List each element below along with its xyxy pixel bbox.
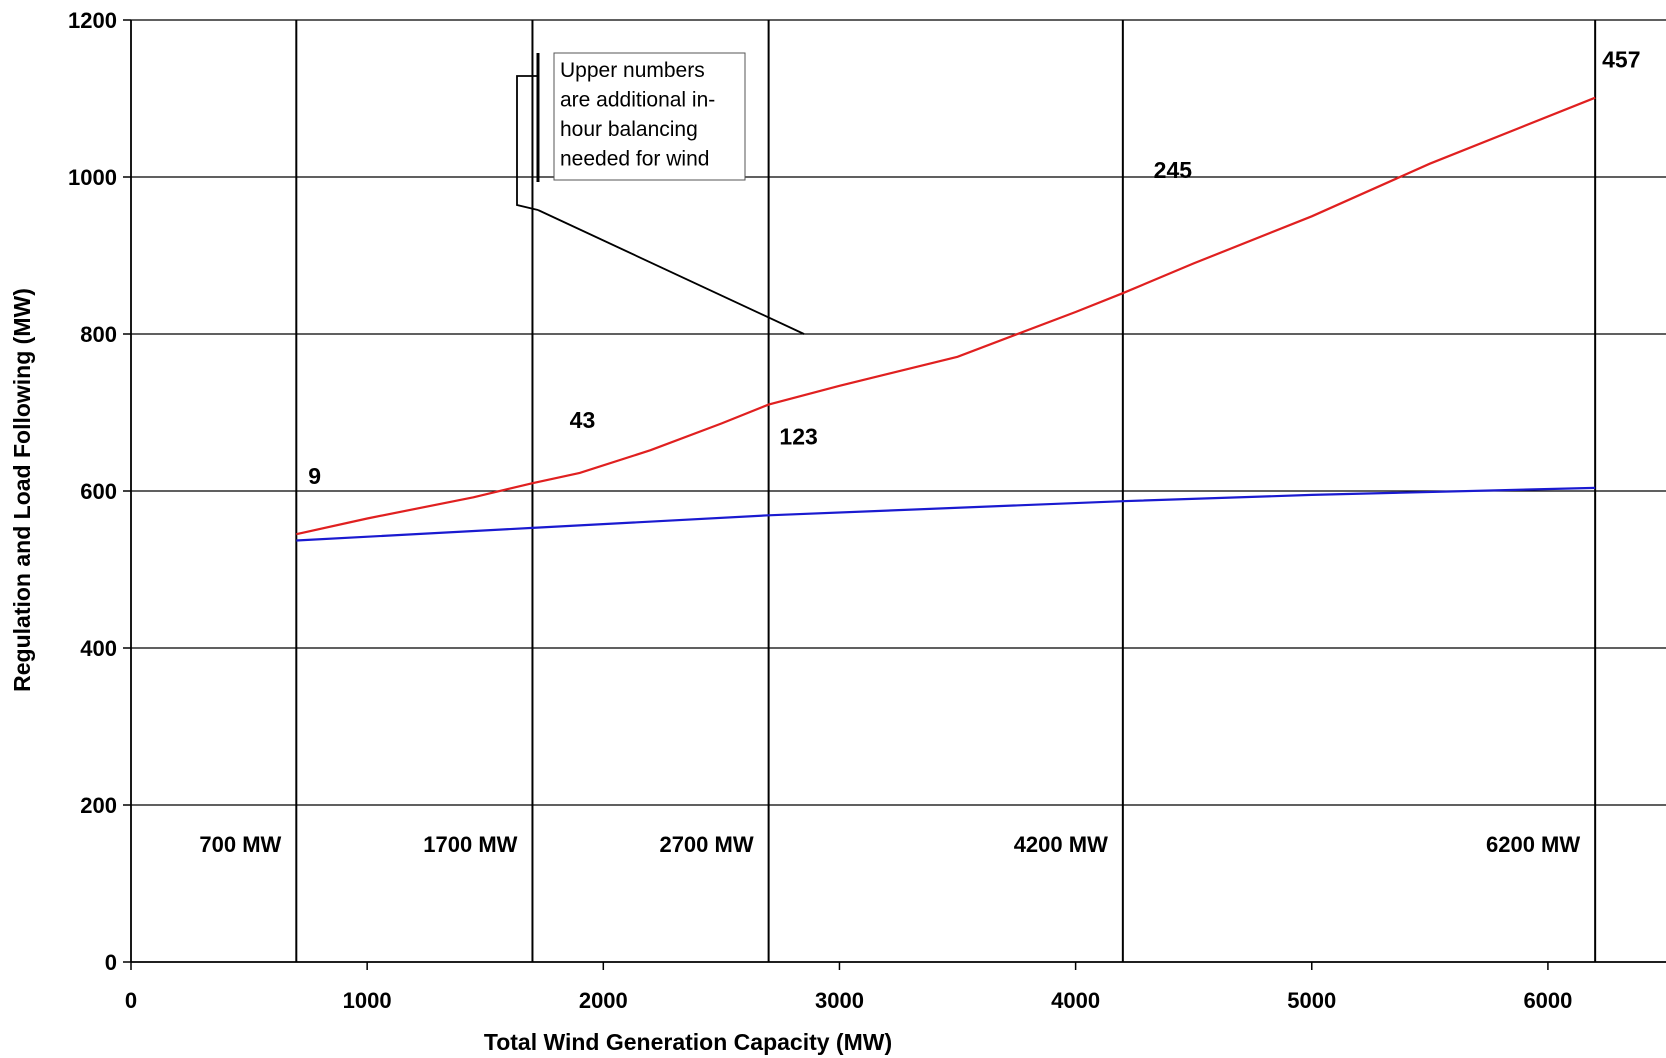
x-tick-label: 3000: [815, 988, 864, 1013]
x-tick-label: 1000: [343, 988, 392, 1013]
annotation-text-line: needed for wind: [560, 148, 709, 171]
grid-lines: [131, 19, 1666, 806]
capacity-marker-label: 4200 MW: [1014, 832, 1108, 857]
annotation: Upper numbers are additional in-hour bala…: [516, 52, 805, 335]
y-tick-label: 200: [80, 793, 117, 818]
data-label: 9: [308, 463, 321, 489]
y-tick-label: 0: [105, 950, 117, 975]
chart-labels: 9 43 123 245 457: [308, 47, 1640, 489]
x-tick-label: 4000: [1051, 988, 1100, 1013]
capacity-marker-lines: 700 MW 1700 MW 2700 MW 4200 MW 6200 MW: [199, 20, 1597, 962]
data-label: 123: [779, 424, 817, 450]
y-tick-label: 400: [80, 636, 117, 661]
x-tick-label: 0: [125, 988, 137, 1013]
capacity-marker-label: 700 MW: [199, 832, 281, 857]
series-line-2: [296, 486, 1596, 542]
annotation-leader-line: [537, 209, 805, 335]
y-tick-label: 800: [80, 322, 117, 347]
x-tick-label: 2000: [579, 988, 628, 1013]
capacity-marker-label: 6200 MW: [1486, 832, 1580, 857]
annotation-text-line: hour balancing: [560, 118, 698, 141]
y-tick-label: 600: [80, 479, 117, 504]
capacity-marker-label: 1700 MW: [423, 832, 517, 857]
data-label: 457: [1602, 47, 1640, 73]
y-tick-label: 1000: [68, 165, 117, 190]
annotation-text-line: Upper numbers: [560, 59, 705, 82]
series-lines: [296, 96, 1596, 542]
annotation-bracket: [516, 75, 539, 211]
x-axis-title: Total Wind Generation Capacity (MW): [484, 1029, 892, 1055]
y-tick-label: 1200: [68, 8, 117, 33]
axes: 0 200 400 600 800 1000 1200 0 1000 2000 3000 4000 50…: [68, 8, 1666, 1013]
x-tick-label: 6000: [1523, 988, 1572, 1013]
data-label: 43: [570, 407, 596, 433]
annotation-box: [553, 52, 746, 181]
series-line-1: [296, 96, 1596, 536]
data-label: 245: [1154, 157, 1193, 183]
annotation-text-line: are additional in-: [560, 89, 715, 112]
capacity-marker-label: 2700 MW: [659, 832, 753, 857]
x-tick-label: 5000: [1287, 988, 1336, 1013]
y-axis-title: Regulation and Load Following (MW): [9, 288, 35, 692]
